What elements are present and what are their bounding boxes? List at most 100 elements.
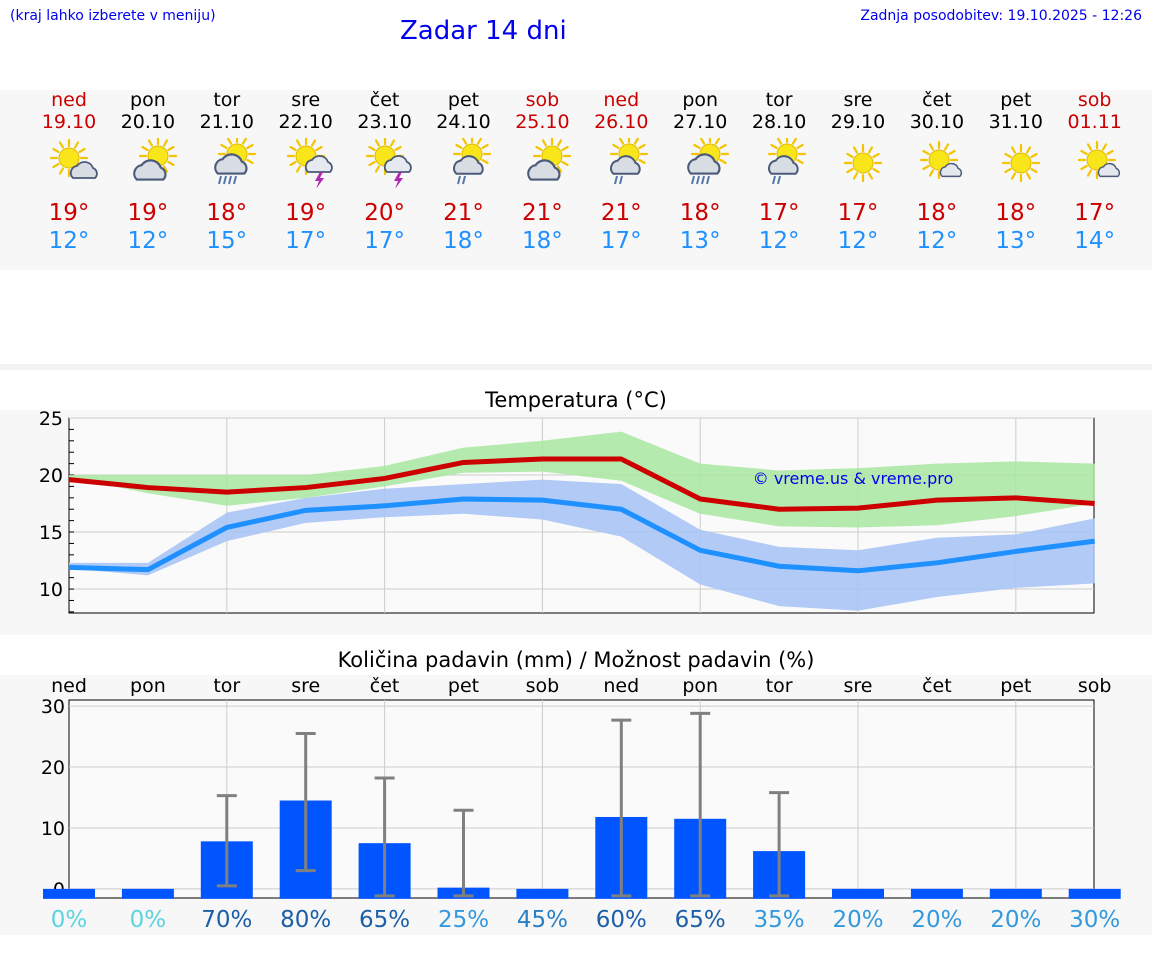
day-date: 19.10	[41, 111, 97, 133]
day-name: tor	[213, 89, 241, 111]
daily-forecast-strip: ned 19.10 19° 12° pon 20.10 19° 12° tor 21.10 18° 1…	[0, 90, 1152, 270]
y-tick-label: 25	[39, 408, 63, 430]
min-temperature: 17°	[364, 228, 405, 254]
day-date: 20.10	[120, 111, 176, 133]
min-temperature-band	[69, 479, 1095, 611]
day-date: 29.10	[830, 111, 886, 133]
precipitation-probability: 65%	[359, 907, 410, 933]
page-title: Zadar 14 dni	[400, 16, 567, 46]
precipitation-chart-title: Količina padavin (mm) / Možnost padavin …	[337, 648, 815, 672]
precipitation-probability: 65%	[675, 907, 726, 933]
min-temperature: 15°	[206, 228, 248, 254]
min-temperature: 12°	[48, 228, 90, 254]
min-temperature: 13°	[995, 228, 1037, 254]
x-category-label: čet	[370, 675, 400, 697]
day-name: sre	[843, 89, 873, 111]
x-category-label: sob	[1078, 675, 1112, 697]
day-date: 26.10	[594, 111, 649, 133]
precipitation-bar	[43, 888, 95, 899]
day-date: 31.10	[988, 111, 1043, 133]
day-date: 22.10	[278, 111, 333, 133]
max-temperature: 21°	[600, 200, 642, 226]
thunder-cloud-sun-icon	[365, 136, 415, 189]
max-temperature-band	[69, 431, 1095, 528]
x-category-label: pet	[448, 675, 479, 697]
precipitation-error-bar	[374, 776, 395, 898]
min-temperature: 17°	[600, 228, 642, 254]
max-temperature: 19°	[48, 200, 90, 226]
day-date: 25.10	[515, 111, 570, 133]
cloud-sun-icon	[128, 136, 178, 188]
precipitation-bar	[832, 888, 884, 899]
precipitation-chart: ned pon tor sre čet pet sob ned pon tor sre čet pet s…	[41, 675, 1121, 933]
max-temperature: 18°	[679, 200, 721, 226]
max-temperature: 18°	[916, 200, 958, 226]
location-hint: (kraj lahko izberete v meniju)	[10, 8, 216, 24]
x-category-label: ned	[603, 675, 639, 697]
max-temperature: 17°	[758, 200, 800, 226]
temperature-chart: 10 15 20 25 © vreme.us & vreme.pro	[39, 408, 1096, 614]
day-name: sob	[525, 89, 560, 111]
day-name: tor	[765, 89, 793, 111]
precipitation-probability: 45%	[517, 907, 568, 933]
day-date: 27.10	[672, 111, 728, 133]
precipitation-probability: 0%	[51, 907, 88, 933]
precipitation-bar	[1068, 888, 1121, 899]
min-temperature-line	[68, 496, 1096, 574]
min-temperature: 13°	[679, 228, 721, 254]
day-name: sob	[1077, 89, 1112, 111]
min-temperature: 14°	[1074, 228, 1116, 254]
day-date: 28.10	[751, 111, 807, 133]
thunder-cloud-sun-icon	[286, 136, 336, 189]
precipitation-bar	[516, 888, 569, 899]
precipitation-error-bar	[769, 791, 790, 898]
day-name: pon	[130, 89, 166, 111]
precipitation-bar	[989, 888, 1042, 899]
y-tick-label: 30	[41, 696, 65, 718]
precipitation-probability: 70%	[201, 907, 252, 933]
sun-cloud-icon	[49, 138, 99, 188]
precipitation-probability: 20%	[911, 907, 962, 933]
min-temperature: 18°	[443, 228, 484, 254]
precipitation-probability: 20%	[990, 907, 1041, 933]
x-category-label: čet	[922, 675, 952, 697]
light-rain-cloud-sun-icon	[601, 134, 651, 188]
precipitation-error-bar	[216, 794, 237, 888]
day-date: 01.11	[1067, 111, 1122, 133]
max-temperature: 20°	[364, 200, 405, 226]
day-name: pet	[1000, 89, 1032, 111]
y-tick-label: 20	[39, 465, 63, 487]
y-tick-label: 10	[41, 818, 65, 840]
precipitation-probability: 25%	[438, 907, 489, 933]
day-name: pet	[447, 89, 480, 111]
min-temperature: 12°	[837, 228, 879, 254]
precipitation-probability: 30%	[1069, 907, 1120, 933]
max-temperature: 19°	[127, 200, 169, 226]
max-temperature: 21°	[522, 200, 563, 226]
day-name: čet	[922, 89, 952, 111]
precipitation-probability: 0%	[130, 907, 167, 933]
y-tick-label: 20	[41, 757, 65, 779]
max-temperature: 19°	[285, 200, 327, 226]
precipitation-probability: 60%	[596, 907, 647, 933]
precipitation-error-bar	[295, 732, 316, 873]
x-category-label: tor	[213, 675, 240, 697]
precipitation-error-bar	[690, 711, 711, 898]
day-date: 30.10	[909, 111, 965, 133]
day-date: 21.10	[199, 111, 254, 133]
watermark: © vreme.us & vreme.pro	[753, 469, 954, 488]
day-date: 24.10	[436, 111, 491, 133]
x-category-label: sre	[844, 675, 873, 697]
precipitation-probability: 35%	[754, 907, 805, 933]
y-tick-label: 10	[39, 579, 63, 601]
x-category-label: ned	[51, 675, 87, 697]
x-category-label: pet	[1000, 675, 1031, 697]
rain-cloud-sun-icon	[680, 134, 730, 188]
day-date: 23.10	[357, 111, 412, 133]
light-rain-cloud-sun-icon	[444, 134, 494, 188]
sun-icon	[996, 138, 1046, 188]
max-temperature: 17°	[1074, 200, 1116, 226]
day-name: sre	[291, 89, 321, 111]
last-update: Zadnja posodobitev: 19.10.2025 - 12:26	[860, 8, 1142, 24]
max-temperature: 18°	[995, 200, 1037, 226]
